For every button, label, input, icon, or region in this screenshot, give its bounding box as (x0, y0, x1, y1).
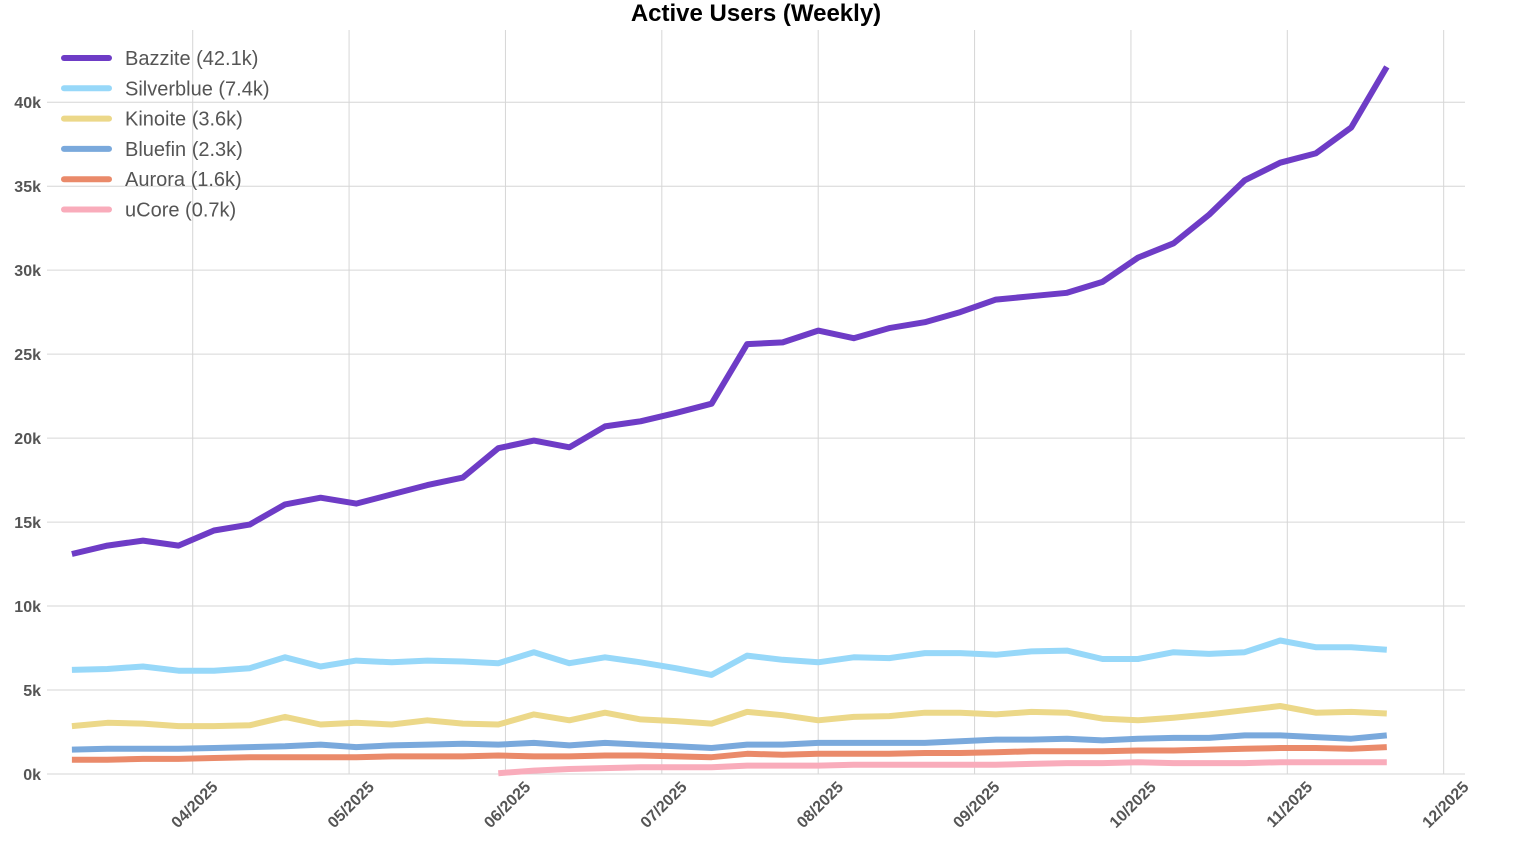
legend-item-bluefin: Bluefin (2.3k) (61, 139, 243, 161)
series-line-bluefin (71, 732, 1388, 753)
y-tick-label: 15k (14, 515, 41, 532)
legend: Bazzite (42.1k) Silverblue (7.4k) Kinoite … (61, 48, 270, 222)
x-tick-label: 09/2025 (950, 779, 1003, 832)
y-tick-label: 25k (14, 347, 41, 364)
x-tick-label: 07/2025 (638, 779, 691, 832)
series-lines (71, 65, 1390, 777)
chart-title: Active Users (Weekly) (631, 0, 881, 27)
y-tick-label: 10k (14, 599, 41, 616)
y-tick-label: 0k (23, 767, 41, 784)
x-tick-label: 08/2025 (794, 779, 847, 832)
x-tick-label: 11/2025 (1264, 779, 1316, 831)
x-gridlines (192, 30, 1445, 774)
x-axis-ticks: 04/2025 05/2025 06/2025 07/2025 08/2025 09/20… (169, 779, 1473, 832)
x-tick-label: 04/2025 (169, 779, 222, 832)
x-tick-label: 10/2025 (1107, 779, 1160, 832)
y-gridlines (47, 101, 1465, 775)
x-tick-label: 12/2025 (1420, 779, 1473, 832)
legend-item-aurora: Aurora (1.6k) (61, 169, 242, 191)
legend-label: Kinoite (3.6k) (125, 109, 243, 131)
legend-item-silverblue: Silverblue (7.4k) (61, 78, 270, 100)
legend-label: Silverblue (7.4k) (125, 78, 270, 100)
x-tick-label: 05/2025 (325, 779, 378, 832)
y-tick-label: 40k (14, 95, 41, 112)
y-tick-label: 5k (23, 683, 41, 700)
y-axis-ticks: 0k 5k 10k 15k 20k 25k 30k 35k 40k (14, 95, 41, 784)
legend-item-kinoite: Kinoite (3.6k) (61, 109, 243, 131)
legend-item-bazzite: Bazzite (42.1k) (61, 48, 258, 70)
legend-label: Aurora (1.6k) (125, 169, 242, 191)
y-tick-label: 35k (14, 179, 41, 196)
y-tick-label: 20k (14, 431, 41, 448)
series-line-silverblue (71, 637, 1388, 678)
series-line-aurora (71, 744, 1387, 763)
legend-label: Bluefin (2.3k) (125, 139, 243, 161)
series-line-ucore (498, 759, 1387, 777)
legend-item-ucore: uCore (0.7k) (61, 200, 236, 222)
series-line-bazzite (71, 65, 1390, 557)
legend-label: uCore (0.7k) (125, 200, 236, 222)
series-line-kinoite (71, 703, 1387, 730)
y-tick-label: 30k (14, 263, 41, 280)
legend-label: Bazzite (42.1k) (125, 48, 258, 70)
x-tick-label: 06/2025 (481, 779, 534, 832)
